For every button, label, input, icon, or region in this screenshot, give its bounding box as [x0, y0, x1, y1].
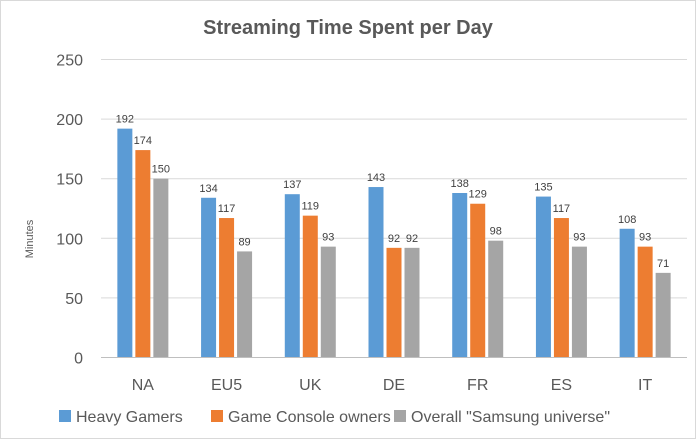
data-label: 89	[238, 236, 250, 248]
bars	[117, 128, 671, 358]
bar	[470, 203, 486, 358]
bar	[302, 215, 318, 358]
y-tick-label: 100	[56, 231, 83, 248]
data-label: 138	[451, 178, 469, 190]
x-tick-label: DE	[383, 377, 405, 394]
bar	[571, 246, 587, 358]
bar	[404, 247, 420, 358]
bar	[117, 128, 133, 358]
bar	[284, 194, 300, 358]
legend-label: Overall "Samsung universe"	[411, 409, 610, 426]
data-label: 150	[152, 164, 170, 176]
bar	[535, 196, 551, 358]
bar	[201, 197, 217, 358]
legend-swatch	[394, 410, 406, 422]
bar	[452, 193, 468, 358]
y-tick-label: 250	[56, 53, 83, 70]
legend: Heavy Gamers Game Console owners Overall "…	[59, 409, 610, 426]
x-tick-label: IT	[638, 377, 652, 394]
bar	[135, 150, 151, 358]
bar	[637, 246, 653, 358]
data-label: 92	[388, 233, 400, 245]
data-label: 98	[490, 226, 502, 238]
data-label: 117	[553, 203, 571, 215]
bar	[153, 178, 169, 358]
legend-label: Heavy Gamers	[76, 409, 183, 426]
data-label: 117	[218, 203, 236, 215]
gridlines	[101, 59, 687, 299]
legend-swatch	[211, 410, 223, 422]
data-label: 143	[367, 172, 385, 184]
y-tick-label: 50	[65, 291, 83, 308]
data-label: 93	[322, 232, 334, 244]
bar	[619, 228, 635, 358]
data-label: 71	[657, 258, 669, 270]
x-axis-categories: NA EU5 UK DE FR ES IT	[132, 377, 653, 394]
bar	[553, 218, 569, 358]
y-axis-label: Minutes	[24, 219, 36, 258]
data-label: 119	[302, 201, 320, 213]
bar	[368, 187, 384, 358]
bar	[320, 246, 336, 358]
y-tick-label: 0	[74, 351, 83, 368]
bar	[219, 218, 235, 358]
y-axis-ticks: 0 50 100 150 200 250	[56, 53, 83, 368]
legend-swatch	[59, 410, 71, 422]
data-label: 93	[573, 232, 585, 244]
bar	[237, 251, 253, 358]
data-label: 192	[116, 114, 134, 126]
data-label: 174	[134, 135, 152, 147]
data-label: 93	[639, 232, 651, 244]
x-tick-label: ES	[551, 377, 572, 394]
x-tick-label: UK	[299, 377, 322, 394]
bar	[655, 272, 671, 358]
data-label: 134	[199, 183, 217, 195]
x-tick-label: EU5	[211, 377, 242, 394]
data-label: 92	[406, 233, 418, 245]
data-label: 135	[534, 182, 552, 194]
bar	[386, 247, 402, 358]
legend-label: Game Console owners	[228, 409, 391, 426]
data-label: 108	[618, 214, 636, 226]
data-label: 137	[283, 179, 301, 191]
data-label: 129	[469, 189, 487, 201]
bar	[488, 240, 504, 358]
chart-title: Streaming Time Spent per Day	[203, 17, 494, 39]
x-tick-label: FR	[467, 377, 488, 394]
x-tick-label: NA	[132, 377, 155, 394]
y-tick-label: 150	[56, 172, 83, 189]
y-tick-label: 200	[56, 112, 83, 129]
